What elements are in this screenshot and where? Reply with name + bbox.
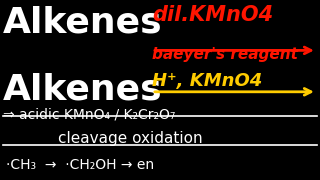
- Text: dil.KMnO4: dil.KMnO4: [152, 5, 273, 25]
- Text: ·CH₃  →  ·CH₂OH → en: ·CH₃ → ·CH₂OH → en: [6, 158, 155, 172]
- Text: Alkenes: Alkenes: [3, 72, 163, 106]
- Text: Alkenes: Alkenes: [3, 5, 163, 39]
- Text: ⇒ acidic KMnO₄ / K₂Cr₂O₇: ⇒ acidic KMnO₄ / K₂Cr₂O₇: [3, 108, 176, 122]
- Text: cleavage oxidation: cleavage oxidation: [58, 131, 202, 146]
- Text: baeyer's reagent: baeyer's reagent: [152, 47, 298, 62]
- Text: H⁺, KMnO4: H⁺, KMnO4: [152, 72, 262, 90]
